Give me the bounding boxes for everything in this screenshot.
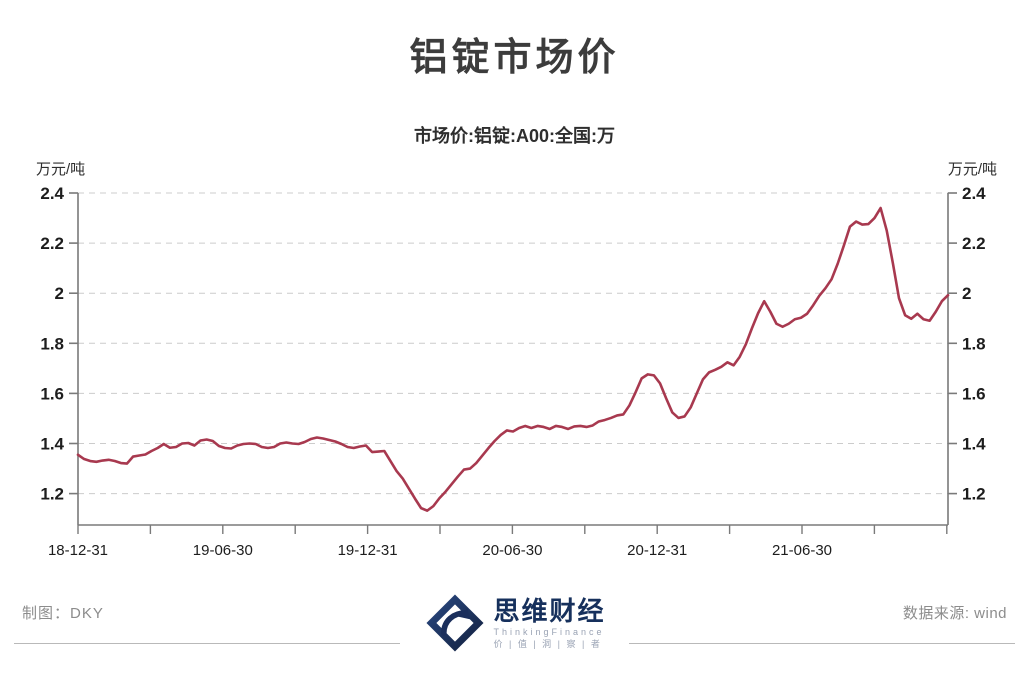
y-tick-label: 1.8 bbox=[962, 334, 986, 353]
y-tick-label: 1.4 bbox=[962, 435, 986, 454]
y-tick-label: 2.4 bbox=[40, 184, 64, 203]
footer-credit: 制图：DKY bbox=[22, 605, 104, 622]
series-line bbox=[76, 206, 950, 512]
footer-data-source: 数据来源: wind bbox=[902, 605, 1007, 622]
y-tick-label: 1.2 bbox=[962, 485, 986, 504]
footer-rule-left bbox=[14, 643, 400, 644]
y-tick-label: 1.8 bbox=[40, 334, 64, 353]
x-tick-label: 19-12-31 bbox=[338, 542, 398, 559]
x-tick-label: 19-06-30 bbox=[193, 542, 253, 559]
logo-mark-icon bbox=[425, 594, 484, 652]
y-axis-unit-right: 万元/吨 bbox=[947, 161, 997, 178]
x-tick-label: 20-12-31 bbox=[627, 542, 687, 559]
y-axis-right: 2.4 2.2 2 1.8 1.6 1.4 1.2 bbox=[948, 184, 986, 504]
y-axis-left: 2.4 2.2 2 1.8 1.6 1.4 1.2 bbox=[40, 184, 78, 504]
logo-subtitle: ThinkingFinance bbox=[493, 626, 605, 637]
y-tick-label: 1.4 bbox=[40, 435, 64, 454]
page-title: 铝锭市场价 bbox=[409, 37, 620, 79]
y-tick-label: 2.4 bbox=[962, 184, 986, 203]
footer: 制图：DKY 数据来源: wind 思维财经 ThinkingFinance 价… bbox=[0, 580, 1029, 673]
x-tick-label: 18-12-31 bbox=[48, 542, 108, 559]
y-axis-unit-left: 万元/吨 bbox=[36, 161, 86, 178]
gridlines bbox=[78, 192, 948, 495]
logo-slogan: 价 | 值 | 洞 | 察 | 者 bbox=[493, 638, 602, 649]
y-tick-label: 2.2 bbox=[962, 234, 986, 253]
y-tick-label: 1.6 bbox=[40, 384, 64, 403]
y-tick-label: 1.2 bbox=[40, 485, 64, 504]
y-tick-label: 1.6 bbox=[962, 384, 986, 403]
logo-title: 思维财经 bbox=[493, 595, 606, 626]
x-axis: 18-12-31 19-06-30 19-12-31 20-06-30 20-12-31… bbox=[48, 525, 948, 559]
x-tick-label: 20-06-30 bbox=[482, 542, 542, 559]
chart-subtitle: 市场价:铝锭:A00:全国:万 bbox=[414, 126, 615, 146]
y-tick-label: 2 bbox=[55, 284, 64, 303]
footer-rule-right bbox=[629, 643, 1015, 644]
brand-logo: 思维财经 ThinkingFinance 价 | 值 | 洞 | 察 | 者 bbox=[423, 592, 605, 654]
y-tick-label: 2.2 bbox=[40, 234, 64, 253]
x-tick-label: 21-06-30 bbox=[772, 542, 832, 559]
y-tick-label: 2 bbox=[962, 284, 971, 303]
